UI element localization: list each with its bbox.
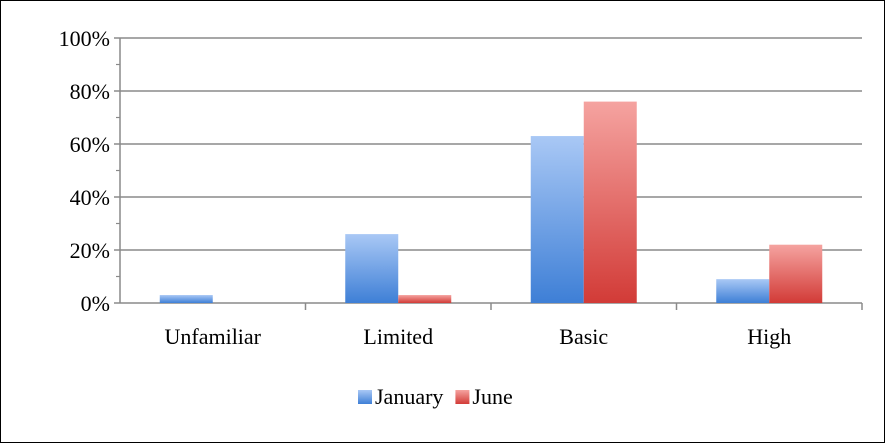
legend: January June — [358, 384, 513, 409]
bars — [159, 101, 823, 303]
y-tick-label: 0% — [81, 291, 110, 316]
y-tick-label: 20% — [70, 238, 110, 263]
bar-january-basic — [530, 136, 584, 303]
x-category-label: Limited — [363, 324, 433, 349]
legend-label-january: January — [375, 384, 443, 409]
y-tick-label: 80% — [70, 79, 110, 104]
legend-label-june: June — [472, 384, 512, 409]
y-tick-label: 40% — [70, 185, 110, 210]
bar-june-high — [769, 244, 823, 303]
x-category-label: High — [747, 324, 791, 349]
category-labels: Unfamiliar Limited Basic High — [164, 324, 791, 349]
axes — [114, 37, 863, 310]
bar-january-limited — [345, 234, 399, 303]
bar-june-basic — [583, 101, 637, 303]
y-tick-label: 60% — [70, 132, 110, 157]
y-tick-labels: 0% 20% 40% 60% 80% 100% — [59, 26, 110, 316]
y-tick-label: 100% — [59, 26, 110, 51]
x-category-label: Basic — [559, 324, 608, 349]
grid-lines — [120, 37, 862, 251]
x-category-label: Unfamiliar — [164, 324, 261, 349]
legend-swatch-june — [455, 390, 470, 404]
legend-swatch-january — [358, 390, 372, 404]
bar-june-limited — [398, 295, 452, 303]
bar-january-high — [716, 279, 770, 303]
bar-january-unfamiliar — [159, 295, 213, 303]
